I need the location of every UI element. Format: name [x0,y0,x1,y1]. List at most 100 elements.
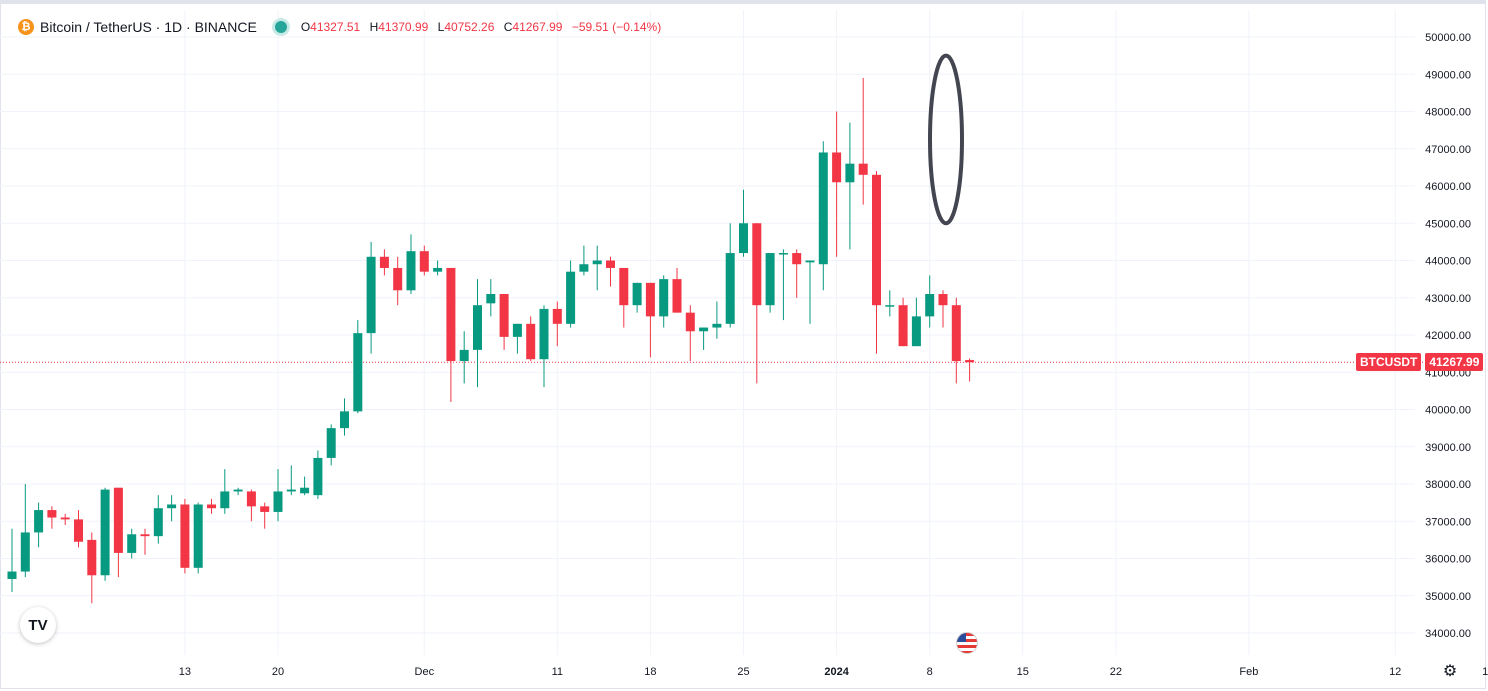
tradingview-logo-icon[interactable]: TV [20,607,56,643]
symbol-title[interactable]: Bitcoin / TetherUS · 1D · BINANCE [40,19,257,35]
change-value: −59.51 (−0.14%) [571,20,662,34]
close-label: C [503,20,513,34]
us-flag-icon[interactable] [956,632,978,654]
candle-body [659,279,669,317]
candle-body [60,517,70,520]
candle-body [406,251,416,291]
candle-body [326,428,336,458]
candle-body [579,264,589,272]
y-tick-label: 50000.00 [1425,32,1471,44]
candle-body [379,256,389,268]
candle-body [685,312,695,332]
candle-body [193,504,203,568]
candle-body [765,253,775,306]
y-tick-label: 36000.00 [1425,554,1471,566]
candle-body [645,282,655,317]
candle-body [87,539,97,576]
ohlc-values: O41327.51 H41370.99 L40752.26 C41267.99 … [301,20,661,34]
candle-body [552,308,562,324]
y-tick-label: 48000.00 [1425,107,1471,119]
candle-body [313,457,323,496]
candle-body [459,349,469,362]
candle-body [273,491,283,512]
candle-body [818,152,828,265]
highlight-ellipse [928,53,964,226]
price-axis[interactable]: 50000.00 49000.00 48000.00 47000.00 46000.00… [1425,32,1471,640]
candle-body [898,305,908,347]
x-tick-label: Dec [415,666,435,678]
y-tick-label: 45000.00 [1425,218,1471,230]
y-tick-label: 46000.00 [1425,181,1471,193]
candle-body [512,323,522,337]
open-label: O [300,20,311,34]
candle-body [619,267,629,306]
candle-body [752,223,762,306]
x-tick-label: 2024 [824,666,849,678]
candle-body [47,510,57,518]
high-label: H [369,20,379,34]
candle-body [951,305,961,362]
candle-body [499,294,509,337]
y-tick-label: 43000.00 [1425,293,1471,305]
candle-body [366,256,376,334]
symbol-legend: ₿ Bitcoin / TetherUS · 1D · BINANCE O413… [18,18,661,36]
candle-body [712,323,722,328]
candle-body [539,308,549,360]
candle-body [606,260,615,268]
candle-body [433,267,443,272]
candle-body [832,152,842,183]
candle-body [74,519,83,542]
candle-body [180,504,190,568]
y-tick-label: 38000.00 [1425,479,1471,491]
candle-body [446,267,456,362]
candle-body [113,487,123,553]
candle-body [885,305,895,307]
y-tick-label: 35000.00 [1425,591,1471,603]
price-tag-value: 41267.99 [1425,353,1484,372]
candle-body [965,360,975,363]
annotation-layer[interactable] [928,53,964,226]
x-tick-label: 8 [927,666,933,678]
x-tick-label: 11 [552,666,563,678]
candles [7,77,975,604]
candle-body [592,260,602,265]
x-tick-label: Feb [1239,666,1258,678]
open-value: 41327.51 [310,20,361,34]
bitcoin-icon: ₿ [18,19,34,35]
candle-body [20,532,30,572]
candle-body [805,260,815,263]
candle-body [911,316,921,347]
candle-body [699,327,709,332]
x-tick-label: 18 [644,666,656,678]
y-tick-label: 34000.00 [1425,628,1471,640]
y-tick-label: 37000.00 [1425,516,1471,528]
candle-body [725,253,735,324]
candle-body [526,323,536,360]
candle-body [340,411,349,429]
candle-body [260,506,270,512]
candle-body [419,251,429,272]
candle-body [473,305,482,350]
candle-body [845,163,855,183]
x-tick-label: 12 [1389,666,1401,678]
market-status-icon[interactable] [274,21,287,33]
time-axis[interactable]: 13 20 Dec 11 18 25 2024 8 15 22 Feb 12 19 [179,666,1488,678]
candle-body [100,489,110,576]
candle-body [207,504,216,509]
candle-body [220,491,230,509]
price-tag: BTCUSDT 41267.99 [1356,353,1484,372]
candle-body [153,508,163,537]
y-tick-label: 40000.00 [1425,405,1471,417]
gear-icon[interactable]: ⚙ [1442,663,1458,680]
candle-body [672,279,682,313]
y-tick-label: 42000.00 [1425,330,1471,342]
candle-body [792,253,802,265]
candle-body [127,534,137,553]
candle-body [34,510,44,533]
low-label: L [437,20,445,34]
x-tick-label: 20 [272,666,284,678]
y-tick-label: 49000.00 [1425,69,1471,81]
candle-body [872,174,881,306]
